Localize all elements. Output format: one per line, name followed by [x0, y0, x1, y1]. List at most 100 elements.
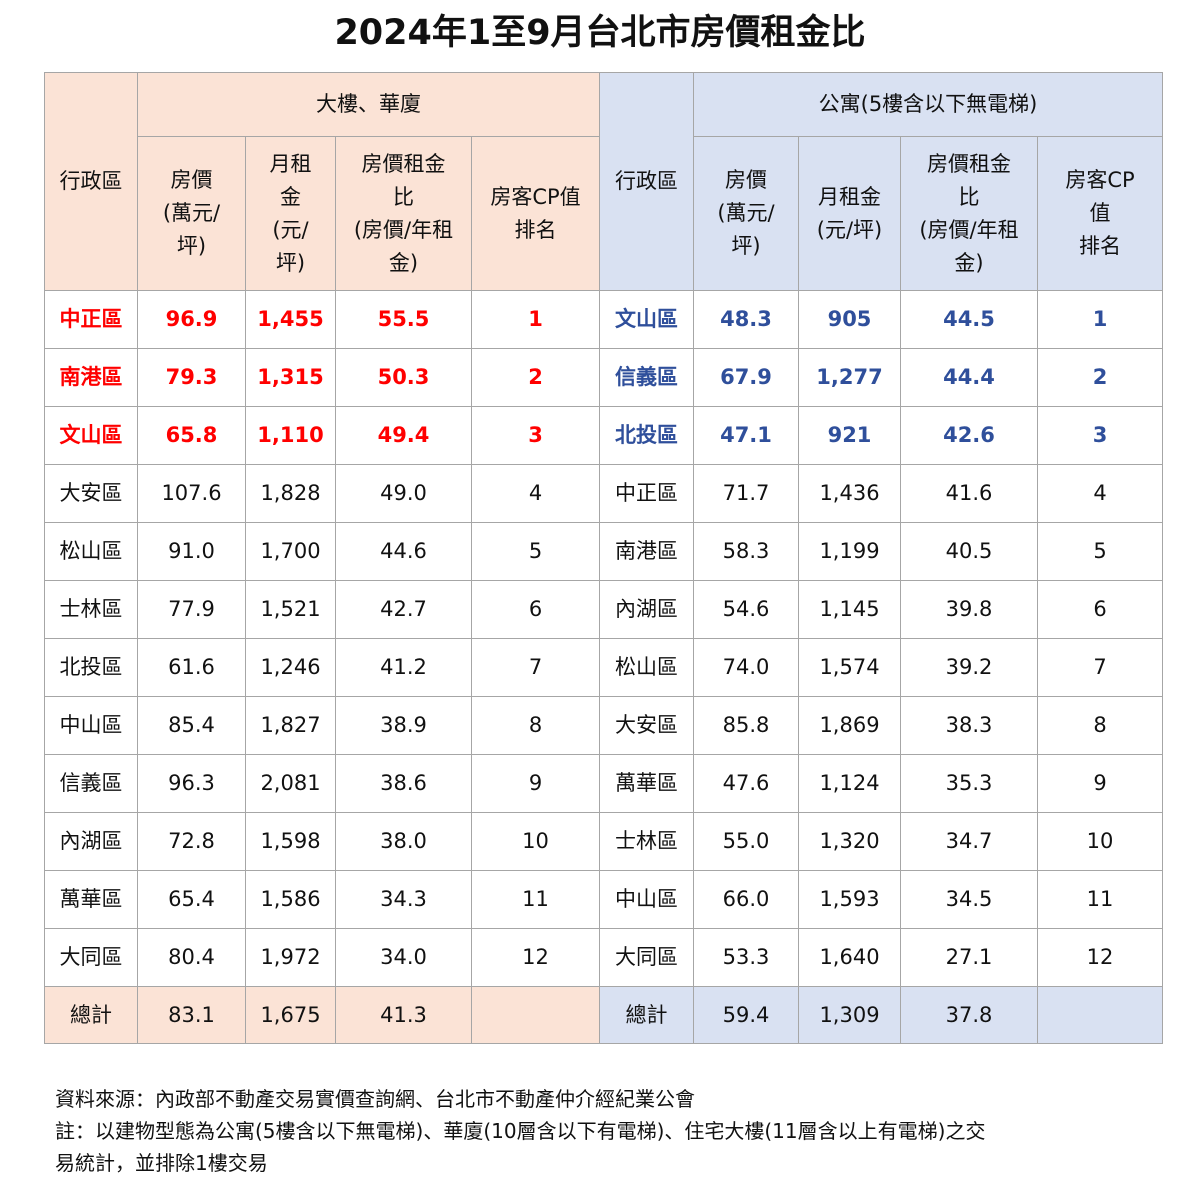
cell-ratio-right: 42.6	[900, 406, 1038, 465]
table-row: 萬華區 65.4 1,586 34.3 11 中山區 66.0 1,593 34.5 11	[44, 870, 1163, 929]
header-line: 金)	[388, 250, 419, 275]
cell-price-right: 54.6	[693, 580, 799, 639]
cell-price-left: 79.3	[137, 348, 246, 407]
cell-rent-left: 1,455	[245, 290, 336, 349]
cell-price-left: 96.3	[137, 754, 246, 813]
header-line: 金)	[954, 250, 984, 275]
cell-price-right: 47.6	[693, 754, 799, 813]
cell-rent-left: 1,315	[245, 348, 336, 407]
cell-rent-left: 1,828	[245, 464, 336, 523]
total-rent-left: 1,675	[245, 986, 336, 1044]
header-rent-left: 月租金 (元/坪)	[245, 136, 336, 291]
cell-ratio-right: 38.3	[900, 696, 1038, 755]
cell-rent-left: 1,110	[245, 406, 336, 465]
cell-district-right: 大同區	[599, 928, 694, 987]
cell-price-left: 80.4	[137, 928, 246, 987]
cell-price-left: 96.9	[137, 290, 246, 349]
cell-ratio-left: 49.4	[335, 406, 472, 465]
header-line: (元/坪)	[816, 217, 883, 242]
table-row: 文山區 65.8 1,110 49.4 3 北投區 47.1 921 42.6 3	[44, 406, 1163, 465]
cell-rank-left: 6	[471, 580, 600, 639]
cell-price-right: 74.0	[693, 638, 799, 697]
header-line: 坪)	[176, 234, 207, 258]
cell-rank-right: 1	[1037, 290, 1163, 349]
total-ratio-right: 37.8	[900, 986, 1038, 1044]
header-district-left: 行政區	[44, 72, 138, 291]
header-price-right: 房價 (萬元/坪)	[693, 136, 799, 291]
footer-notes: 資料來源：內政部不動產交易實價查詢網、台北市不動產仲介經紀業公會 註：以建物型態…	[55, 1083, 1165, 1179]
cell-rank-left: 9	[471, 754, 600, 813]
cell-rank-left: 12	[471, 928, 600, 987]
cell-district-right: 信義區	[599, 348, 694, 407]
cell-rent-left: 1,827	[245, 696, 336, 755]
header-line: 房價	[725, 168, 767, 192]
cell-ratio-left: 41.2	[335, 638, 472, 697]
cell-rent-right: 1,320	[798, 812, 901, 871]
header-line: 坪)	[731, 234, 761, 258]
header-line: 房客CP值	[490, 184, 581, 209]
cell-rent-right: 921	[798, 406, 901, 465]
header-group-right: 公寓(5樓含以下無電梯)	[693, 72, 1163, 137]
total-label-right: 總計	[599, 986, 694, 1044]
table-row: 大同區 80.4 1,972 34.0 12 大同區 53.3 1,640 27.1 12	[44, 928, 1163, 987]
cell-rank-right: 12	[1037, 928, 1163, 987]
cell-ratio-right: 35.3	[900, 754, 1038, 813]
cell-ratio-left: 49.0	[335, 464, 472, 523]
cell-rank-right: 5	[1037, 522, 1163, 581]
cell-ratio-right: 44.4	[900, 348, 1038, 407]
table-row: 松山區 91.0 1,700 44.6 5 南港區 58.3 1,199 40.5 5	[44, 522, 1163, 581]
header-line: 值	[1089, 201, 1111, 225]
cell-price-right: 55.0	[693, 812, 799, 871]
table-row: 士林區 77.9 1,521 42.7 6 內湖區 54.6 1,145 39.8 6	[44, 580, 1163, 639]
cell-district-right: 松山區	[599, 638, 694, 697]
cell-rent-right: 1,869	[798, 696, 901, 755]
cell-ratio-left: 38.0	[335, 812, 472, 871]
cell-rent-left: 1,586	[245, 870, 336, 929]
header-rank-right: 房客CP 值排名	[1037, 136, 1163, 291]
cell-ratio-right: 34.5	[900, 870, 1038, 929]
header-line: 房價租金	[361, 151, 446, 176]
total-ratio-left: 41.3	[335, 986, 472, 1044]
cell-district-left: 中正區	[44, 290, 138, 349]
cell-price-right: 48.3	[693, 290, 799, 349]
header-line: (元/	[272, 217, 309, 242]
cell-ratio-right: 39.2	[900, 638, 1038, 697]
cell-rank-right: 3	[1037, 406, 1163, 465]
cell-ratio-left: 55.5	[335, 290, 472, 349]
cell-district-right: 北投區	[599, 406, 694, 465]
cell-district-right: 內湖區	[599, 580, 694, 639]
cell-price-left: 65.4	[137, 870, 246, 929]
cell-price-right: 67.9	[693, 348, 799, 407]
cell-rent-right: 1,640	[798, 928, 901, 987]
cell-price-left: 72.8	[137, 812, 246, 871]
cell-rank-left: 2	[471, 348, 600, 407]
table-row: 北投區 61.6 1,246 41.2 7 松山區 74.0 1,574 39.2 7	[44, 638, 1163, 697]
header-line: 比	[958, 184, 980, 209]
cell-rank-right: 7	[1037, 638, 1163, 697]
cell-rent-right: 905	[798, 290, 901, 349]
cell-rent-left: 1,972	[245, 928, 336, 987]
table-row: 中正區 96.9 1,455 55.5 1 文山區 48.3 905 44.5 1	[44, 290, 1163, 349]
cell-rent-left: 2,081	[245, 754, 336, 813]
remark-note-line2: 易統計，並排除1樓交易	[55, 1151, 268, 1175]
cell-price-right: 47.1	[693, 406, 799, 465]
cell-price-left: 77.9	[137, 580, 246, 639]
cell-ratio-left: 34.0	[335, 928, 472, 987]
cell-rank-right: 4	[1037, 464, 1163, 523]
total-price-right: 59.4	[693, 986, 799, 1044]
header-group-left: 大樓、華廈	[137, 72, 600, 137]
cell-price-left: 107.6	[137, 464, 246, 523]
cell-district-right: 大安區	[599, 696, 694, 755]
cell-rent-right: 1,277	[798, 348, 901, 407]
cell-ratio-left: 38.6	[335, 754, 472, 813]
cell-price-left: 85.4	[137, 696, 246, 755]
header-ratio-left: 房價租金比 (房價/年租 金)	[335, 136, 472, 291]
total-label-left: 總計	[44, 986, 138, 1044]
cell-rank-left: 5	[471, 522, 600, 581]
table-row: 中山區 85.4 1,827 38.9 8 大安區 85.8 1,869 38.3 8	[44, 696, 1163, 755]
total-rank-right	[1037, 986, 1163, 1044]
header-district-right: 行政區	[599, 72, 694, 291]
header-rent-right: 月租金 (元/坪)	[798, 136, 901, 291]
cell-ratio-right: 44.5	[900, 290, 1038, 349]
cell-ratio-right: 41.6	[900, 464, 1038, 523]
